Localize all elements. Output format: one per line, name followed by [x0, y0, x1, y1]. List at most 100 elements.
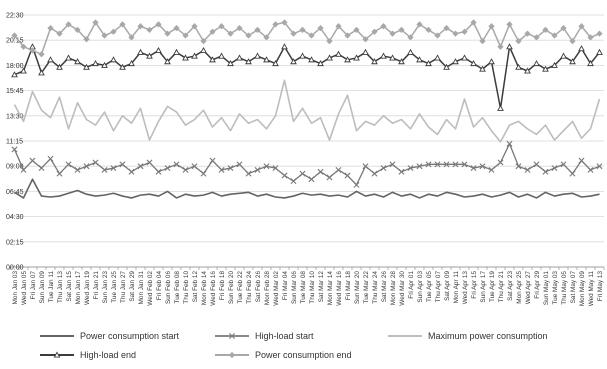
data-point [173, 161, 180, 168]
data-point [92, 159, 99, 166]
data-point [434, 54, 441, 61]
data-point [326, 54, 333, 61]
data-point [11, 32, 18, 39]
data-point [236, 24, 243, 32]
data-point [263, 56, 270, 63]
x-tick-label: Sat Mar 12 [318, 271, 325, 303]
x-tick-label: Mon Jan 31 [138, 271, 145, 305]
data-point [425, 161, 432, 168]
x-tick-label: Sat May 07 [570, 271, 577, 304]
data-point [506, 43, 513, 50]
data-point [164, 165, 171, 172]
data-point [362, 163, 369, 170]
series-power-consumption-start [14, 178, 600, 199]
data-point [119, 21, 126, 28]
data-point [344, 172, 351, 179]
data-point [560, 24, 567, 32]
x-tick-label: Wed Feb 16 [210, 271, 217, 306]
data-point [497, 43, 504, 50]
x-tick-label: Fri Jan 07 [30, 271, 37, 300]
data-point [128, 34, 135, 41]
data-point [596, 30, 603, 37]
data-point [164, 30, 171, 37]
data-point [479, 163, 486, 170]
y-tick-label: 15:45 [6, 88, 24, 95]
data-point [83, 36, 90, 43]
x-tick-label: Sat Feb 26 [255, 271, 262, 303]
data-point [245, 58, 252, 65]
data-point [488, 23, 495, 30]
data-point [569, 38, 576, 45]
data-point [524, 67, 531, 74]
series-power-consumption-end [11, 19, 603, 58]
legend-label: Maximum power consumption [428, 331, 548, 341]
x-tick-label: Thu Feb 10 [183, 271, 190, 304]
x-tick-label: Thu Apr 21 [498, 271, 505, 303]
data-point [182, 32, 189, 39]
data-point [101, 32, 108, 39]
legend-marker [228, 351, 236, 359]
legend-label: Power consumption end [255, 350, 352, 360]
data-point [119, 63, 126, 70]
x-tick-label: Sun Mar 20 [354, 271, 361, 304]
data-point [317, 60, 324, 67]
y-tick-label: 11:15 [6, 139, 23, 146]
x-tick-label: Fri Apr 15 [471, 271, 478, 299]
x-tick-label: Fri Mar 18 [345, 271, 352, 301]
data-point [245, 32, 252, 39]
x-tick-label: Sat Feb 12 [192, 271, 199, 303]
data-point [47, 24, 54, 32]
y-tick-label: 00:00 [6, 265, 24, 272]
data-point [551, 32, 558, 39]
data-point [416, 163, 423, 170]
data-point [137, 48, 144, 55]
y-axis-ticks: 00:0002:1504:3006:4509:0011:1513:3015:45… [6, 13, 24, 272]
data-point [326, 38, 333, 45]
data-point [47, 56, 54, 63]
legend-item-maximum-power-consumption: Maximum power consumption [388, 331, 548, 341]
data-point [326, 174, 333, 181]
x-tick-label: Wed Mar 16 [336, 271, 343, 306]
x-tick-label: Wed Jan 05 [21, 271, 28, 305]
data-point [470, 165, 477, 172]
x-tick-label: Sun Mar 06 [291, 271, 298, 304]
x-tick-label: Mon May 09 [579, 271, 586, 307]
data-point [470, 60, 477, 67]
x-tick-label: Sat Jan 29 [129, 271, 136, 302]
data-point [380, 52, 387, 59]
x-tick-label: Sun May 01 [543, 271, 550, 306]
data-point [425, 26, 432, 34]
data-point [74, 58, 81, 65]
data-point [389, 54, 396, 61]
data-point [533, 60, 540, 67]
data-point [191, 23, 198, 30]
data-point [434, 32, 441, 39]
x-tick-label: Tue Apr 19 [489, 271, 496, 302]
data-point [506, 140, 513, 147]
legend-item-high-load-start: High-load start [215, 331, 314, 341]
x-tick-label: Sat Apr 09 [444, 271, 451, 301]
x-tick-label: Tue Feb 22 [237, 271, 244, 304]
x-tick-label: Mon Apr 25 [516, 271, 523, 304]
x-tick-label: Mon Mar 14 [327, 271, 334, 306]
data-point [182, 166, 189, 173]
series-maximum-power-consumption [13, 79, 601, 143]
data-point [218, 52, 225, 59]
data-point [146, 26, 153, 34]
data-point [209, 56, 216, 63]
x-tick-label: Mon Apr 11 [453, 271, 460, 304]
data-point [425, 60, 432, 67]
y-tick-label: 09:00 [6, 164, 24, 171]
series-line-high-load-end [14, 45, 601, 110]
data-point [38, 51, 45, 58]
x-tick-label: Wed Mar 02 [273, 271, 280, 306]
legend-item-power-consumption-end: Power consumption end [215, 350, 352, 360]
legend-label: High-load start [255, 331, 314, 341]
series-lines [11, 19, 603, 199]
legend-marker [53, 351, 61, 358]
y-tick-label: 02:15 [6, 239, 24, 246]
legend-item-high-load-end: High-load end [40, 350, 136, 360]
data-point [578, 45, 585, 52]
data-point [479, 65, 486, 72]
data-point [92, 19, 99, 26]
